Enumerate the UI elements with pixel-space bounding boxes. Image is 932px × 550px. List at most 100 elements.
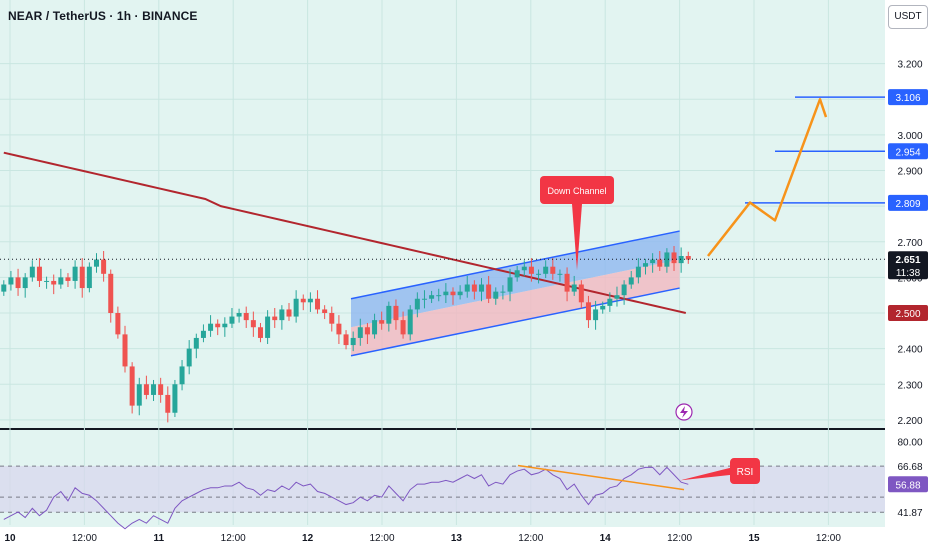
candle-39[interactable] [279,305,285,330]
candle-62[interactable] [443,283,449,304]
candle-30[interactable] [215,319,221,336]
candle-55[interactable] [393,299,399,330]
candle-25[interactable] [179,360,185,391]
rsi-divergence-line[interactable] [517,464,685,491]
down-channel-callout[interactable]: Down Channel [540,176,614,271]
candle-0[interactable] [1,280,7,296]
candle-63[interactable] [450,287,456,305]
candle-84[interactable] [600,301,606,314]
candle-64[interactable] [457,285,463,300]
candle-5[interactable] [36,258,42,287]
candle-38[interactable] [272,308,278,328]
candle-54[interactable] [386,301,392,332]
candle-21[interactable] [151,379,157,401]
candle-76[interactable] [543,260,549,279]
candle-34[interactable] [243,306,249,328]
candle-53[interactable] [379,311,385,330]
candle-43[interactable] [307,292,313,312]
candle-4[interactable] [29,260,35,282]
projection-arrow[interactable] [707,98,828,257]
candle-24[interactable] [172,379,178,418]
pane-separator[interactable] [0,428,885,430]
candle-44[interactable] [315,290,321,314]
candle-33[interactable] [236,308,242,323]
candle-26[interactable] [186,340,192,375]
candle-20[interactable] [143,375,149,400]
candle-75[interactable] [536,269,542,284]
candle-13[interactable] [93,253,99,273]
candle-78[interactable] [557,269,563,282]
candle-32[interactable] [229,308,235,328]
candle-9[interactable] [65,273,71,287]
candle-85[interactable] [607,292,613,312]
candle-74[interactable] [528,258,534,282]
candle-37[interactable] [265,310,271,344]
candle-40[interactable] [286,303,292,321]
candle-91[interactable] [650,253,656,273]
candle-28[interactable] [200,324,206,343]
candle-8[interactable] [58,268,64,289]
candle-86[interactable] [614,286,620,307]
candle-36[interactable] [257,322,263,343]
candle-3[interactable] [22,273,28,298]
candle-68[interactable] [486,275,492,304]
candle-59[interactable] [421,290,427,309]
candle-50[interactable] [357,318,363,346]
candle-11[interactable] [79,258,85,298]
candle-49[interactable] [350,331,356,352]
candle-45[interactable] [322,305,328,320]
candle-71[interactable] [507,268,513,302]
rsi-line[interactable] [3,466,689,530]
candle-92[interactable] [657,251,663,271]
candle-61[interactable] [436,288,442,302]
candle-51[interactable] [364,322,370,344]
channel-upper-border[interactable] [350,230,680,300]
candle-96[interactable] [685,251,691,264]
candle-94[interactable] [671,246,677,271]
candle-19[interactable] [136,377,142,416]
candle-27[interactable] [193,333,199,359]
candle-89[interactable] [635,258,641,284]
candle-87[interactable] [621,280,627,305]
candle-83[interactable] [593,300,599,330]
candle-2[interactable] [15,268,21,296]
candle-80[interactable] [571,275,577,296]
candle-57[interactable] [407,305,413,341]
candle-41[interactable] [293,290,299,323]
candle-14[interactable] [101,251,107,282]
candle-79[interactable] [564,267,570,302]
unit-button[interactable]: USDT [888,5,928,29]
candle-72[interactable] [514,265,520,282]
candle-90[interactable] [643,258,648,275]
candle-18[interactable] [129,362,135,414]
candle-35[interactable] [250,311,256,337]
candle-47[interactable] [336,315,342,344]
candle-16[interactable] [115,306,121,339]
candle-58[interactable] [414,292,420,318]
candle-23[interactable] [165,386,171,423]
candle-7[interactable] [51,274,57,295]
candle-46[interactable] [329,306,335,332]
candle-6[interactable] [44,276,50,289]
candle-69[interactable] [493,287,499,305]
candle-1[interactable] [8,270,14,291]
lightning-icon[interactable] [675,403,693,421]
candle-95[interactable] [678,247,684,273]
candle-31[interactable] [222,317,228,337]
candle-56[interactable] [400,311,406,339]
candle-60[interactable] [429,290,435,304]
candle-17[interactable] [122,325,128,373]
candle-93[interactable] [664,248,670,273]
candle-88[interactable] [628,270,634,289]
candle-10[interactable] [72,260,78,289]
candle-82[interactable] [585,295,591,328]
candle-12[interactable] [86,262,92,293]
candle-52[interactable] [372,313,378,339]
candle-29[interactable] [208,315,214,337]
candle-65[interactable] [464,275,470,298]
candle-22[interactable] [158,377,164,403]
candle-73[interactable] [521,260,527,277]
candle-77[interactable] [550,258,556,280]
candle-42[interactable] [300,294,306,311]
